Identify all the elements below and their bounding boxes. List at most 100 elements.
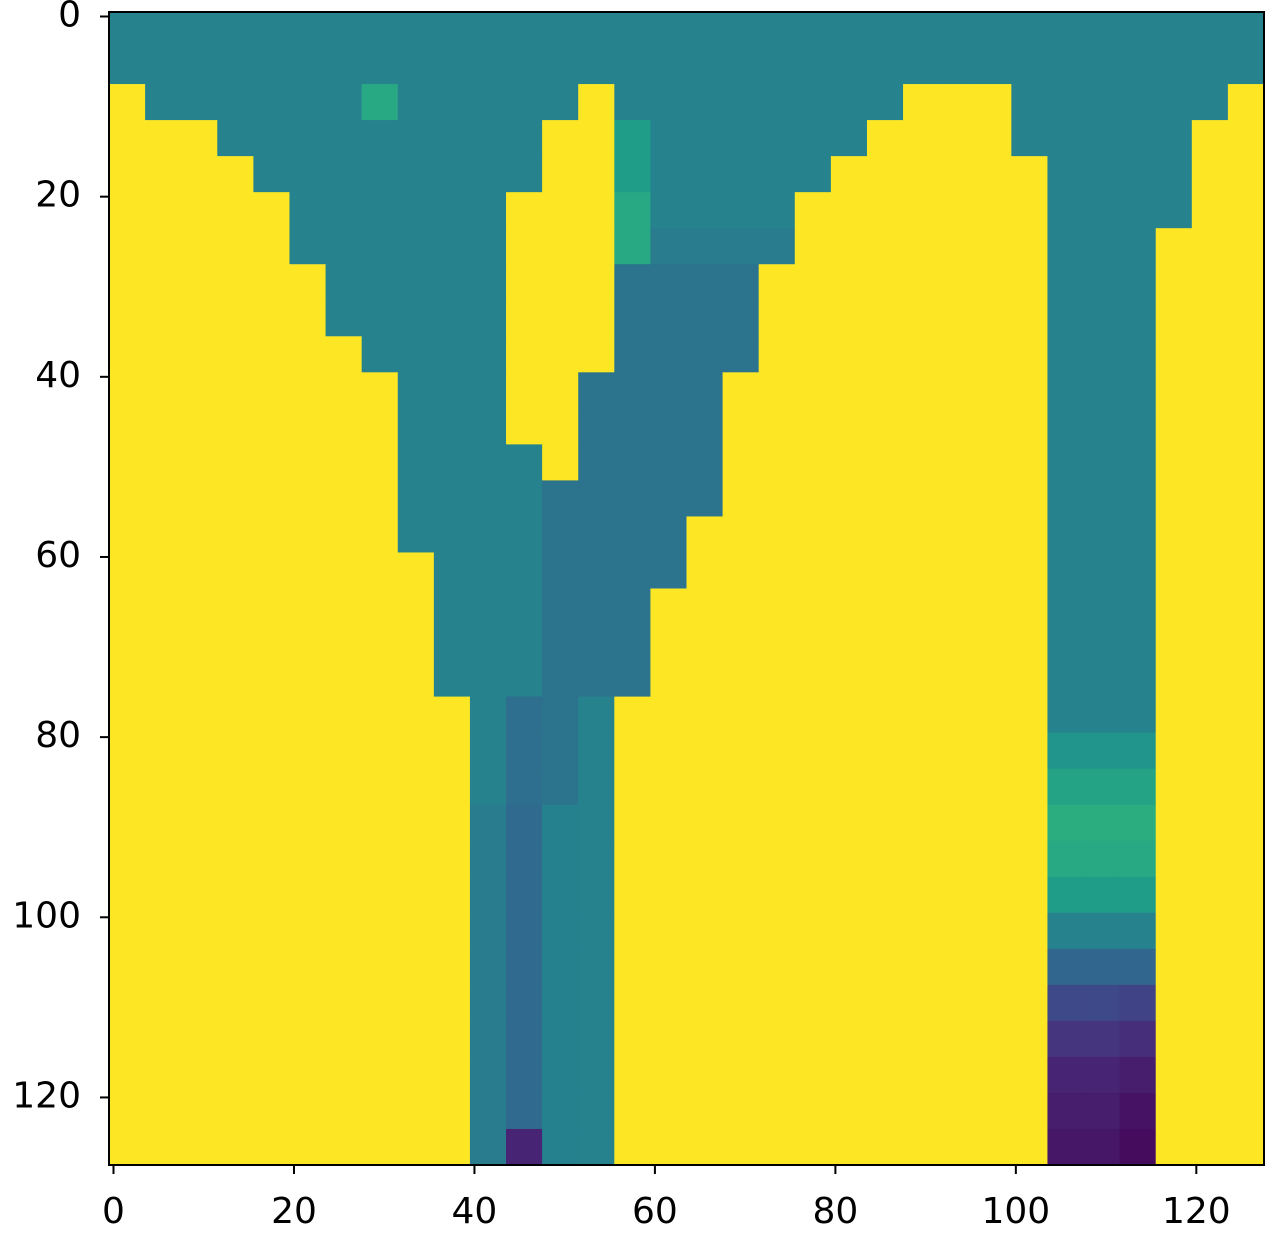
- heatmap-cell: [650, 624, 688, 662]
- heatmap-cell: [1155, 228, 1193, 265]
- heatmap-cell: [722, 192, 760, 229]
- heatmap-cell: [722, 444, 760, 482]
- heatmap-cell: [614, 588, 652, 626]
- heatmap-cell: [542, 1128, 579, 1166]
- heatmap-cell: [289, 48, 327, 85]
- heatmap-cell: [830, 372, 868, 409]
- heatmap-cell: [686, 876, 724, 914]
- heatmap-cell: [975, 120, 1012, 157]
- heatmap-cell: [253, 444, 291, 482]
- heatmap-cell: [433, 912, 471, 950]
- heatmap-cell: [1011, 48, 1049, 85]
- heatmap-cell: [361, 408, 399, 445]
- heatmap-cell: [181, 660, 218, 698]
- heatmap-cell: [1155, 156, 1193, 193]
- heatmap-cell: [181, 588, 218, 626]
- heatmap-cell: [506, 372, 543, 409]
- heatmap-cell: [1011, 120, 1049, 157]
- heatmap-cell: [253, 1128, 291, 1166]
- heatmap-cell: [1011, 156, 1049, 193]
- heatmap-cell: [397, 660, 435, 698]
- heatmap-cell: [109, 444, 146, 482]
- heatmap-cell: [939, 804, 976, 842]
- heatmap-cell: [794, 1020, 832, 1058]
- heatmap-cell: [614, 12, 652, 49]
- heatmap-cell: [722, 732, 760, 770]
- heatmap-cell: [506, 444, 543, 482]
- heatmap-cell: [542, 840, 579, 878]
- heatmap-cell: [830, 12, 868, 49]
- heatmap-cell: [686, 444, 724, 482]
- heatmap-cell: [650, 1128, 688, 1166]
- heatmap-cell: [794, 480, 832, 518]
- heatmap-cell: [289, 948, 327, 986]
- heatmap-cell: [506, 984, 543, 1022]
- heatmap-cell: [145, 156, 182, 193]
- heatmap-cell: [469, 588, 507, 626]
- heatmap-cell: [217, 948, 254, 986]
- heatmap-cell: [975, 1128, 1012, 1166]
- heatmap-cell: [939, 84, 976, 121]
- heatmap-cell: [1047, 408, 1085, 445]
- heatmap-cell: [975, 516, 1012, 554]
- heatmap-cell: [542, 588, 579, 626]
- heatmap-cell: [469, 516, 507, 554]
- heatmap-cell: [939, 1128, 976, 1166]
- heatmap-cell: [469, 192, 507, 229]
- heatmap-cell: [1227, 156, 1265, 193]
- heatmap-cell: [686, 264, 724, 301]
- y-tick-label: 120: [12, 1075, 81, 1116]
- heatmap-cell: [686, 732, 724, 770]
- heatmap-cell: [397, 192, 435, 229]
- heatmap-cell: [469, 984, 507, 1022]
- heatmap-cell: [506, 228, 543, 265]
- heatmap-cell: [361, 876, 399, 914]
- heatmap-cell: [469, 552, 507, 590]
- heatmap-cell: [289, 120, 327, 157]
- heatmap-cell: [794, 1092, 832, 1130]
- heatmap-cell: [217, 1056, 254, 1094]
- heatmap-cell: [109, 300, 146, 337]
- heatmap-cell: [975, 372, 1012, 409]
- heatmap-cell: [830, 588, 868, 626]
- heatmap-cell: [578, 264, 615, 301]
- heatmap-cell: [289, 300, 327, 337]
- heatmap-cell: [1119, 120, 1157, 157]
- heatmap-cell: [975, 48, 1012, 85]
- heatmap-cell: [433, 948, 471, 986]
- heatmap-cell: [109, 264, 146, 301]
- heatmap-cell: [1047, 1128, 1085, 1166]
- heatmap-cell: [217, 588, 254, 626]
- heatmap-cell: [433, 444, 471, 482]
- heatmap-cell: [433, 804, 471, 842]
- heatmap-cell: [614, 660, 652, 698]
- heatmap-cell: [1191, 192, 1229, 229]
- heatmap-cell: [1083, 948, 1121, 986]
- heatmap-cell: [397, 264, 435, 301]
- heatmap-cell: [181, 372, 218, 409]
- heatmap-cell: [433, 984, 471, 1022]
- heatmap-cell: [903, 516, 940, 554]
- x-tick-label: 120: [1162, 1191, 1231, 1232]
- heatmap-cell: [866, 48, 904, 85]
- heatmap-cell: [289, 444, 327, 482]
- heatmap-cell: [253, 1020, 291, 1058]
- heatmap-cell: [578, 624, 615, 662]
- heatmap-cell: [433, 84, 471, 121]
- heatmap-cell: [1011, 552, 1049, 590]
- heatmap-cell: [794, 336, 832, 373]
- heatmap-cell: [145, 876, 182, 914]
- heatmap-cell: [650, 588, 688, 626]
- heatmap-cell: [1119, 408, 1157, 445]
- heatmap-cell: [939, 912, 976, 950]
- heatmap-cell: [181, 120, 218, 157]
- heatmap-cell: [866, 300, 904, 337]
- heatmap-cell: [145, 480, 182, 518]
- heatmap-cell: [939, 948, 976, 986]
- heatmap-cell: [109, 984, 146, 1022]
- heatmap-cell: [433, 660, 471, 698]
- heatmap-cell: [289, 1056, 327, 1094]
- heatmap-cell: [145, 48, 182, 85]
- heatmap-cell: [758, 84, 796, 121]
- heatmap-cell: [650, 696, 688, 734]
